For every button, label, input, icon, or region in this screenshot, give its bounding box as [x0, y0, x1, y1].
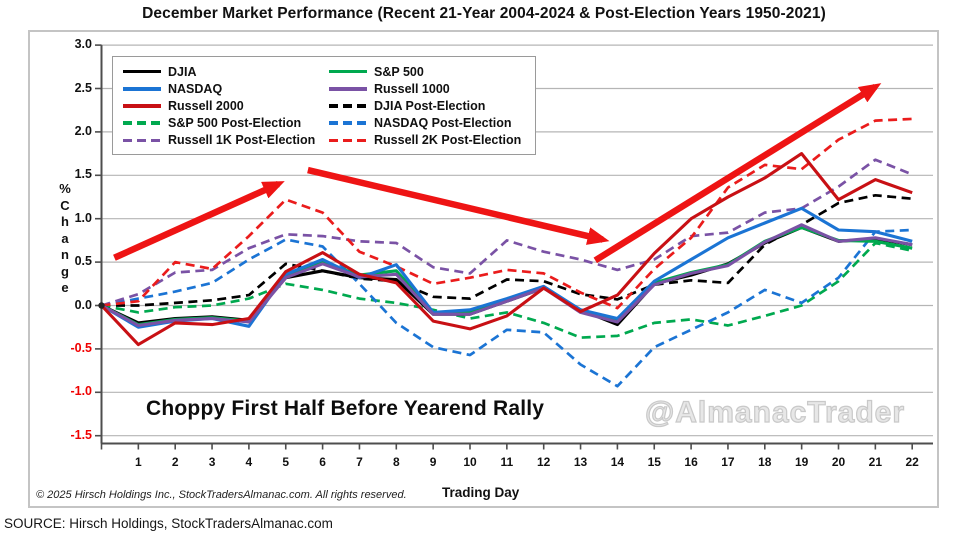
x-tick-label: 5	[282, 455, 290, 469]
legend-item: Russell 1000	[329, 80, 525, 97]
y-tick-label: 3.0	[74, 37, 92, 52]
trend-arrow	[307, 166, 610, 245]
legend-item: Russell 1K Post-Election	[123, 132, 319, 149]
series-line-russell-2000	[100, 152, 913, 347]
x-tick-label: 3	[208, 455, 216, 469]
series-line-s-p-500-post-election	[101, 241, 913, 339]
legend-item: DJIA Post-Election	[329, 97, 525, 114]
x-tick-label: 16	[684, 455, 698, 469]
y-axis-title-char: h	[61, 214, 69, 229]
x-tick-label: 21	[868, 455, 883, 469]
x-tick-label: 2	[171, 455, 179, 469]
series-line-russell-1k-post-election	[101, 158, 913, 307]
x-tick-label: 1	[135, 455, 142, 469]
series-line-russell-2k-post-election	[101, 117, 913, 310]
legend-solid-line-icon	[123, 104, 161, 108]
watermark-text: @AlmanacTrader	[644, 395, 906, 429]
legend-item: S&P 500	[329, 63, 525, 80]
legend-dashed-line-icon	[329, 104, 367, 108]
y-tick-label: -0.5	[70, 340, 92, 355]
legend-label: Russell 1000	[374, 81, 450, 96]
legend-solid-line-icon	[329, 69, 367, 74]
x-tick-label: 8	[392, 455, 400, 469]
series-line-nasdaq-post-election	[101, 228, 913, 388]
y-axis-title-char: %	[59, 181, 71, 196]
legend-label: NASDAQ	[168, 81, 223, 96]
x-tick-label: 17	[721, 455, 735, 469]
legend-dashed-line-icon	[329, 121, 367, 125]
legend-item: Russell 2000	[123, 97, 319, 114]
y-tick-label: 1.0	[74, 210, 92, 225]
legend-item: NASDAQ Post-Election	[329, 115, 525, 132]
series-line-nasdaq	[100, 206, 913, 329]
y-tick-label: -1.0	[70, 384, 92, 399]
y-axis-title-char: C	[60, 197, 70, 213]
legend-dashed-line-icon	[123, 121, 161, 125]
y-tick-label: 2.0	[74, 123, 92, 138]
trend-arrow	[593, 83, 882, 264]
legend-dashed-line-icon	[123, 138, 161, 143]
annotation-choppy-text: Choppy First Half Before Yearend Rally	[146, 397, 545, 420]
x-tick-label: 14	[610, 455, 625, 469]
legend-label: Russell 1K Post-Election	[168, 133, 316, 148]
x-axis-title: Trading Day	[442, 485, 520, 500]
legend-solid-line-icon	[123, 86, 161, 91]
legend-label: NASDAQ Post-Election	[374, 116, 512, 131]
x-tick-label: 15	[647, 455, 661, 469]
legend-label: S&P 500	[374, 64, 424, 79]
trend-arrow	[113, 181, 285, 261]
legend: DJIA NASDAQ Russell 2000 S&P 500 Post-Elect…	[112, 56, 536, 155]
y-axis-title-char: g	[61, 263, 69, 279]
series-line-djia-post-election	[101, 193, 913, 307]
x-tick-label: 6	[319, 455, 326, 469]
x-tick-label: 11	[500, 455, 514, 469]
copyright-text: © 2025 Hirsch Holdings Inc., StockTrader…	[36, 489, 407, 501]
x-tick-label: 20	[831, 455, 846, 469]
y-tick-label: 2.5	[74, 80, 92, 95]
y-tick-label: 0.0	[74, 297, 92, 312]
legend-dashed-line-icon	[329, 138, 367, 143]
y-axis-title-char: n	[61, 247, 69, 262]
y-tick-label: 1.5	[74, 167, 92, 182]
origin-point	[98, 302, 105, 309]
x-tick-label: 13	[573, 455, 588, 469]
legend-label: Russell 2K Post-Election	[374, 133, 522, 148]
y-axis-title-char: a	[61, 230, 69, 246]
y-axis-title-char: e	[61, 280, 69, 295]
x-tick-label: 12	[537, 455, 551, 469]
x-tick-label: 7	[356, 455, 363, 469]
legend-item: DJIA	[123, 63, 319, 80]
chart-title: December Market Performance (Recent 21-Y…	[142, 5, 826, 22]
legend-label: Russell 2000	[168, 98, 244, 113]
legend-solid-line-icon	[123, 69, 161, 74]
x-tick-label: 9	[429, 455, 437, 469]
x-tick-label: 10	[463, 455, 477, 469]
source-line: SOURCE: Hirsch Holdings, StockTradersAlm…	[4, 516, 333, 531]
legend-solid-line-icon	[329, 86, 367, 91]
legend-item: NASDAQ	[123, 80, 319, 97]
legend-label: DJIA	[168, 64, 197, 79]
legend-item: S&P 500 Post-Election	[123, 115, 319, 132]
y-tick-label: 0.5	[74, 254, 92, 269]
legend-label: DJIA Post-Election	[374, 98, 486, 113]
y-tick-label: -1.5	[70, 427, 92, 442]
x-tick-label: 22	[905, 455, 919, 469]
x-tick-label: 19	[794, 455, 809, 469]
legend-label: S&P 500 Post-Election	[168, 116, 302, 131]
legend-item: Russell 2K Post-Election	[329, 132, 525, 149]
x-tick-label: 4	[245, 455, 253, 469]
x-tick-label: 18	[758, 455, 772, 469]
